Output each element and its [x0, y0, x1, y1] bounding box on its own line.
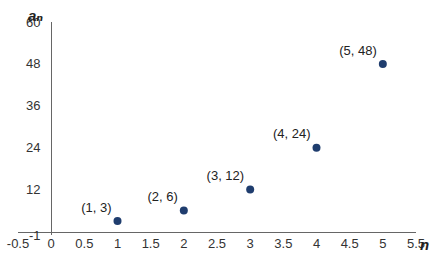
svg-text:2: 2 [180, 236, 187, 251]
svg-text:48: 48 [26, 56, 40, 71]
svg-text:1: 1 [114, 236, 121, 251]
svg-text:0: 0 [48, 236, 55, 251]
svg-text:(5, 48): (5, 48) [339, 43, 377, 58]
svg-text:(3, 12): (3, 12) [207, 168, 245, 183]
svg-text:3: 3 [247, 236, 254, 251]
svg-text:4: 4 [313, 236, 320, 251]
svg-text:3.5: 3.5 [274, 236, 292, 251]
svg-text:aₙ: aₙ [28, 7, 43, 24]
svg-text:2.5: 2.5 [208, 236, 226, 251]
svg-text:(1, 3): (1, 3) [81, 200, 111, 215]
svg-text:12: 12 [26, 182, 40, 197]
svg-text:(4, 24): (4, 24) [273, 126, 311, 141]
svg-text:0.5: 0.5 [75, 236, 93, 251]
svg-text:5.5: 5.5 [407, 236, 425, 251]
svg-text:4.5: 4.5 [341, 236, 359, 251]
svg-text:5: 5 [379, 236, 386, 251]
svg-text:1.5: 1.5 [142, 236, 160, 251]
svg-text:60: 60 [26, 15, 40, 30]
svg-text:24: 24 [26, 140, 40, 155]
svg-text:-1: -1 [29, 228, 41, 243]
svg-text:n: n [420, 236, 429, 253]
svg-text:-0.5: -0.5 [7, 236, 29, 251]
svg-text:36: 36 [26, 98, 40, 113]
svg-text:(2, 6): (2, 6) [147, 189, 177, 204]
